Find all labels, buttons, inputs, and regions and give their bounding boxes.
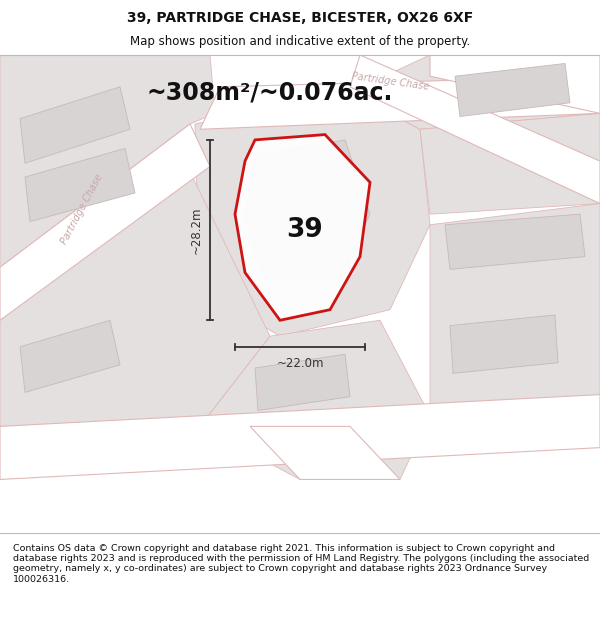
Polygon shape [235,134,370,320]
Polygon shape [20,87,130,163]
Polygon shape [195,92,430,336]
Polygon shape [245,140,370,280]
Polygon shape [0,124,210,320]
Polygon shape [350,55,600,204]
Polygon shape [450,315,558,373]
Text: Partridge Chase: Partridge Chase [59,172,105,246]
Polygon shape [430,55,600,113]
Polygon shape [20,320,120,392]
Text: 39, PARTRIDGE CHASE, BICESTER, OX26 6XF: 39, PARTRIDGE CHASE, BICESTER, OX26 6XF [127,11,473,24]
Polygon shape [250,426,400,479]
Text: Contains OS data © Crown copyright and database right 2021. This information is : Contains OS data © Crown copyright and d… [13,544,589,584]
Text: Map shows position and indicative extent of the property.: Map shows position and indicative extent… [130,35,470,48]
Polygon shape [430,204,600,416]
Polygon shape [0,55,215,268]
Polygon shape [0,172,270,479]
Text: Partridge Chase: Partridge Chase [350,71,430,92]
Polygon shape [445,214,585,269]
Text: ~308m²/~0.076ac.: ~308m²/~0.076ac. [147,80,393,104]
Polygon shape [350,55,600,129]
Text: ~22.0m: ~22.0m [276,357,324,370]
Polygon shape [200,320,430,479]
Polygon shape [0,394,600,479]
Polygon shape [455,64,570,116]
Polygon shape [25,148,135,222]
Polygon shape [420,113,600,214]
Text: 39: 39 [287,217,323,243]
Text: ~28.2m: ~28.2m [190,206,203,254]
Polygon shape [255,354,350,411]
Polygon shape [200,76,600,129]
